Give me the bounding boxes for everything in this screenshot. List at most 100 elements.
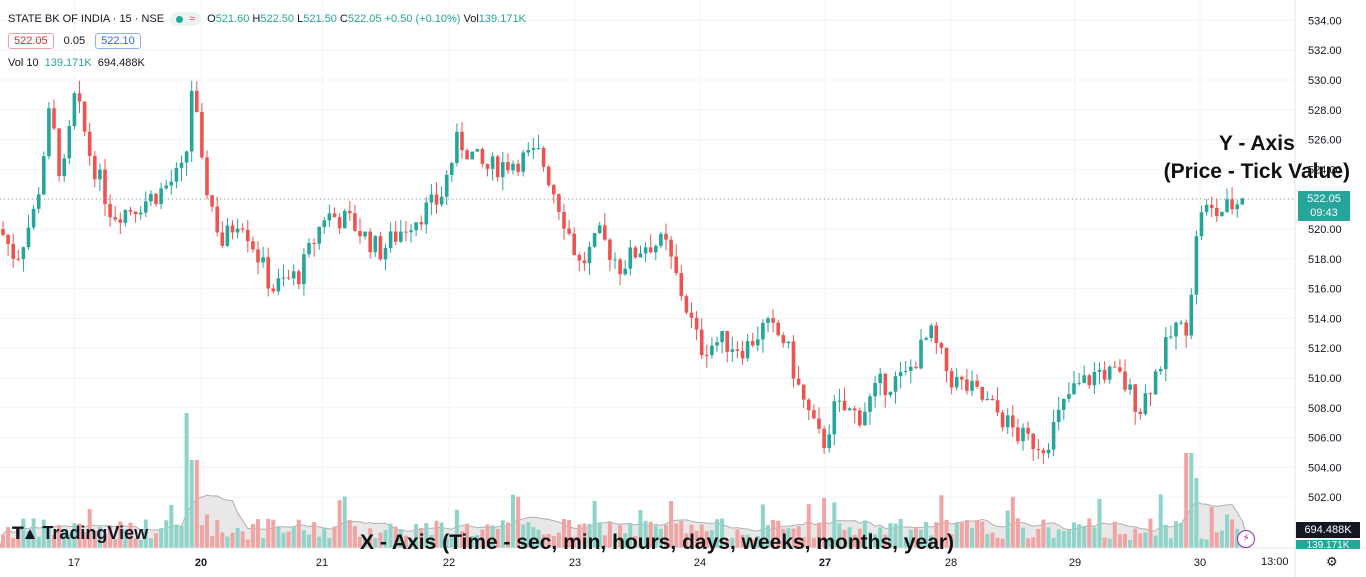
- candle-body[interactable]: [995, 400, 1000, 413]
- candle-body[interactable]: [761, 322, 765, 340]
- candle-body[interactable]: [159, 188, 163, 205]
- candle-body[interactable]: [934, 325, 939, 344]
- candle-body[interactable]: [16, 258, 21, 260]
- candle-body[interactable]: [490, 156, 495, 169]
- candle-body[interactable]: [169, 181, 174, 186]
- candle-body[interactable]: [587, 246, 592, 264]
- candle-body[interactable]: [796, 378, 801, 385]
- candle-body[interactable]: [1077, 382, 1081, 384]
- candle-body[interactable]: [179, 162, 184, 168]
- candle-body[interactable]: [919, 339, 923, 369]
- candle-body[interactable]: [138, 212, 143, 215]
- candle-body[interactable]: [450, 162, 454, 175]
- candle-body[interactable]: [664, 233, 668, 240]
- candle-body[interactable]: [475, 149, 480, 152]
- candle-body[interactable]: [439, 196, 444, 205]
- candle-body[interactable]: [1067, 394, 1071, 399]
- candle-body[interactable]: [1215, 208, 1219, 217]
- candle-body[interactable]: [307, 242, 311, 255]
- candle-body[interactable]: [745, 341, 750, 359]
- candle-body[interactable]: [506, 162, 510, 171]
- tradingview-logo[interactable]: ꓔ▲ TradingView: [12, 523, 148, 544]
- candle-body[interactable]: [847, 408, 852, 411]
- candle-body[interactable]: [1128, 384, 1132, 390]
- candle-body[interactable]: [256, 249, 260, 263]
- candle-body[interactable]: [648, 247, 653, 253]
- candle-body[interactable]: [388, 231, 393, 248]
- candle-body[interactable]: [873, 383, 877, 397]
- candle-body[interactable]: [1158, 369, 1163, 372]
- candle-body[interactable]: [791, 341, 796, 379]
- candle-body[interactable]: [1056, 409, 1061, 423]
- candle-body[interactable]: [1123, 371, 1127, 390]
- candle-body[interactable]: [1097, 369, 1102, 372]
- candle-body[interactable]: [914, 366, 918, 369]
- candle-body[interactable]: [21, 247, 26, 260]
- candle-body[interactable]: [26, 227, 31, 248]
- candle-body[interactable]: [322, 220, 327, 227]
- candle-body[interactable]: [903, 370, 908, 372]
- candle-body[interactable]: [1026, 427, 1030, 434]
- candle-body[interactable]: [501, 162, 505, 178]
- candle-body[interactable]: [883, 373, 888, 396]
- vol10-label[interactable]: Vol 10: [8, 57, 39, 69]
- candle-body[interactable]: [1072, 383, 1076, 395]
- candle-body[interactable]: [6, 234, 10, 244]
- candle-body[interactable]: [786, 341, 791, 344]
- candle-body[interactable]: [174, 167, 179, 182]
- candle-body[interactable]: [756, 339, 760, 346]
- candle-body[interactable]: [317, 226, 321, 244]
- candle-body[interactable]: [312, 242, 316, 244]
- candle-body[interactable]: [1230, 199, 1234, 210]
- candle-body[interactable]: [1, 229, 5, 235]
- candle-body[interactable]: [52, 108, 56, 129]
- candle-body[interactable]: [1102, 369, 1107, 380]
- candle-body[interactable]: [669, 239, 673, 257]
- settings-gear-icon[interactable]: ⚙: [1326, 554, 1338, 569]
- candle-body[interactable]: [353, 213, 357, 231]
- candle-body[interactable]: [62, 158, 66, 177]
- candle-body[interactable]: [271, 288, 276, 292]
- candle-body[interactable]: [240, 228, 245, 230]
- candle-body[interactable]: [1240, 198, 1245, 205]
- candle-body[interactable]: [705, 355, 709, 357]
- candle-body[interactable]: [195, 90, 199, 112]
- candle-body[interactable]: [31, 208, 36, 228]
- candle-body[interactable]: [720, 331, 724, 343]
- candle-body[interactable]: [832, 401, 837, 435]
- candle-body[interactable]: [536, 148, 541, 150]
- candle-body[interactable]: [128, 209, 133, 212]
- candle-body[interactable]: [230, 225, 235, 233]
- candle-body[interactable]: [414, 222, 418, 231]
- candle-body[interactable]: [480, 149, 485, 164]
- candle-body[interactable]: [1036, 449, 1041, 451]
- candle-body[interactable]: [781, 335, 786, 344]
- candle-body[interactable]: [1143, 393, 1148, 415]
- candle-body[interactable]: [286, 277, 291, 279]
- candle-body[interactable]: [291, 271, 296, 279]
- candle-body[interactable]: [623, 268, 627, 275]
- candle-body[interactable]: [1199, 212, 1204, 237]
- candle-body[interactable]: [225, 225, 230, 246]
- candle-body[interactable]: [302, 254, 306, 285]
- candle-body[interactable]: [327, 213, 332, 221]
- candle-body[interactable]: [628, 247, 633, 269]
- candle-body[interactable]: [801, 384, 806, 400]
- candle-body[interactable]: [572, 233, 576, 255]
- candle-body[interactable]: [715, 342, 719, 346]
- candle-body[interactable]: [404, 231, 408, 233]
- candle-body[interactable]: [1118, 367, 1122, 372]
- candle-body[interactable]: [266, 257, 270, 289]
- candle-body[interactable]: [924, 337, 928, 340]
- candle-body[interactable]: [552, 185, 556, 195]
- candle-body[interactable]: [1133, 384, 1137, 412]
- candle-body[interactable]: [954, 376, 959, 388]
- candle-body[interactable]: [557, 194, 561, 212]
- candle-body[interactable]: [1051, 422, 1056, 450]
- candle-body[interactable]: [383, 247, 388, 260]
- candle-body[interactable]: [1204, 204, 1209, 213]
- candle-body[interactable]: [1220, 211, 1224, 217]
- candle-body[interactable]: [694, 317, 699, 330]
- candle-body[interactable]: [444, 174, 449, 197]
